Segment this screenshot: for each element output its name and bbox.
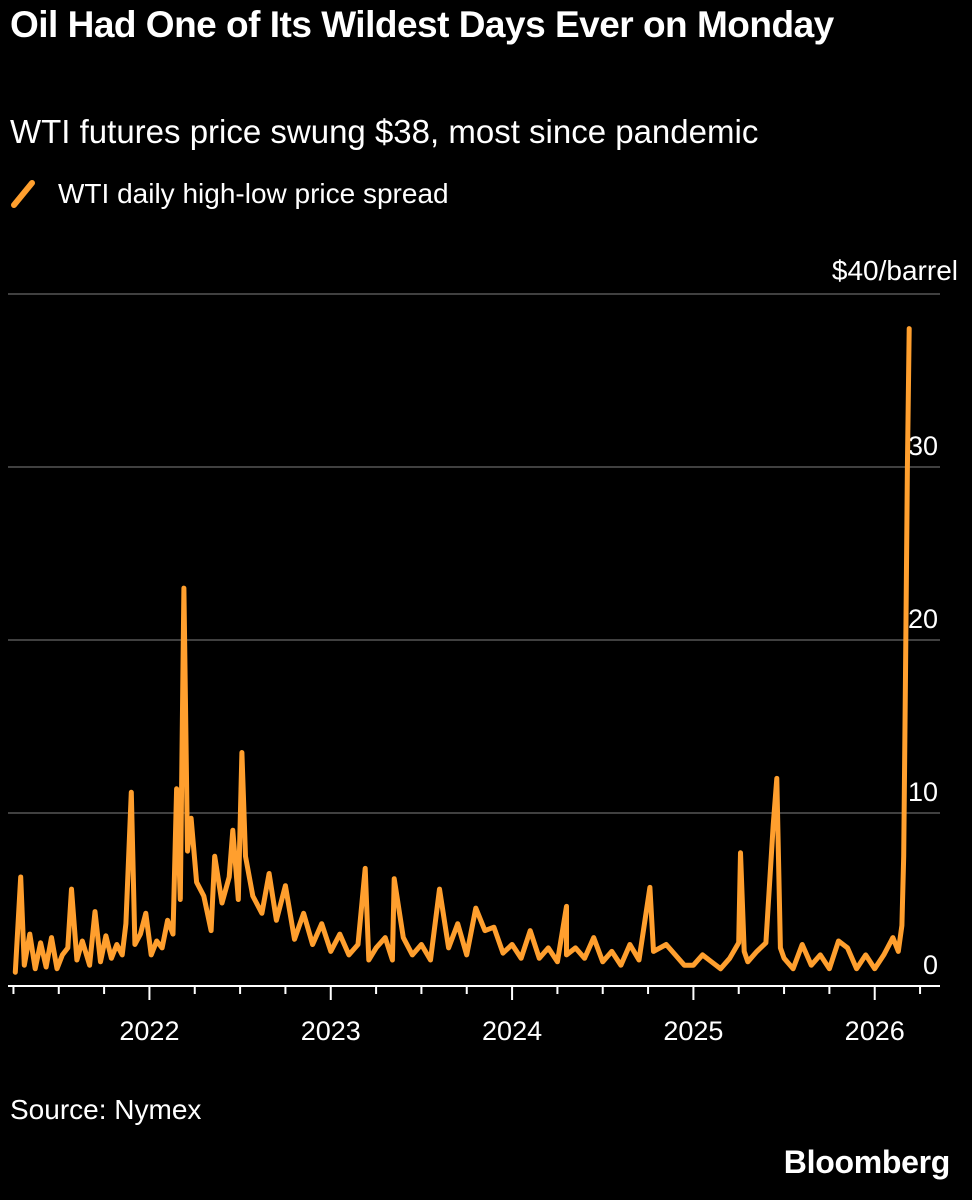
legend-swatch-icon	[11, 180, 35, 208]
x-tick-label-2022: 2022	[119, 1016, 179, 1046]
y-axis-unit-label: $40/barrel	[832, 255, 958, 286]
x-tick-label-2023: 2023	[301, 1016, 361, 1046]
legend-label: WTI daily high-low price spread	[58, 178, 449, 209]
chart-subtitle: WTI futures price swung $38, most since …	[10, 113, 759, 150]
y-tick-label-0: 0	[923, 950, 938, 980]
line-chart: 0 10 20 30 $40/barrel 2022 2023 2024 2025 2026	[8, 255, 958, 1046]
source-note: Source: Nymex	[10, 1094, 202, 1125]
x-tick-label-2026: 2026	[845, 1016, 905, 1046]
y-tick-label-10: 10	[908, 777, 938, 807]
series-line-wti-spread	[12, 326, 912, 975]
legend: WTI daily high-low price spread	[10, 174, 449, 214]
y-tick-label-20: 20	[908, 604, 938, 634]
bloomberg-logo: Bloomberg	[783, 1144, 951, 1180]
y-tick-label-30: 30	[908, 431, 938, 461]
chart-title: Oil Had One of Its Wildest Days Ever on …	[10, 4, 834, 45]
x-tick-label-2025: 2025	[663, 1016, 723, 1046]
x-tick-label-2024: 2024	[482, 1016, 542, 1046]
